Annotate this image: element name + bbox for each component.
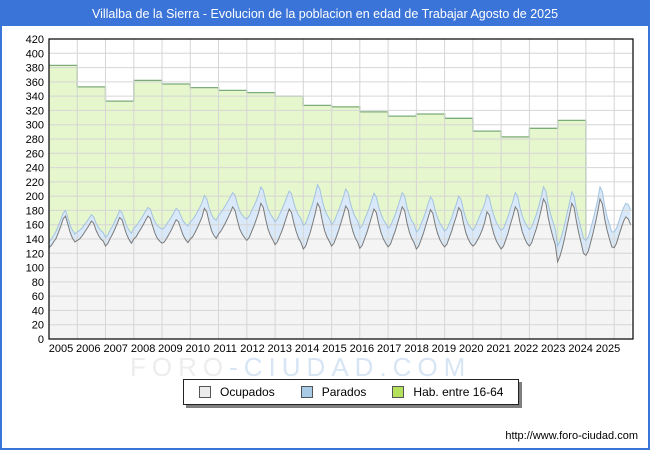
x-tick-label: 2024	[568, 343, 592, 355]
legend-label-parados: Parados	[321, 385, 367, 399]
x-tick-label: 2008	[131, 343, 155, 355]
y-tick-label: 340	[26, 91, 44, 103]
y-tick-label: 400	[26, 48, 44, 60]
x-tick-label: 2006	[76, 343, 100, 355]
y-tick-label: 300	[26, 120, 44, 132]
line-ocupados	[48, 197, 632, 264]
y-tick-label: 220	[26, 177, 44, 189]
x-tick-label: 2013	[268, 343, 292, 355]
hab-16-64-swatch-icon	[392, 386, 405, 398]
x-tick-label: 2009	[158, 343, 182, 355]
x-tick-label: 2023	[541, 343, 565, 355]
y-tick-label: 40	[32, 305, 44, 317]
legend-label-ocupados: Ocupados	[220, 385, 275, 399]
ocupados-swatch-icon	[199, 386, 211, 398]
x-tick-label: 2021	[486, 343, 510, 355]
y-tick-label: 260	[26, 148, 44, 160]
legend-item-ocupados: Ocupados	[199, 385, 275, 399]
line-parados	[48, 183, 632, 248]
y-tick-label: 120	[26, 248, 44, 260]
y-tick-label: 100	[26, 263, 44, 275]
x-tick-label: 2012	[240, 343, 264, 355]
x-tick-label: 2005	[49, 343, 73, 355]
y-tick-label: 0	[38, 334, 44, 346]
x-tick-label: 2014	[295, 343, 319, 355]
x-tick-label: 2019	[432, 343, 456, 355]
x-tick-label: 2018	[404, 343, 428, 355]
y-tick-label: 420	[26, 34, 44, 46]
legend-item-hab-16-64: Hab. entre 16-64	[392, 385, 503, 399]
chart-legend: Ocupados Parados Hab. entre 16-64	[183, 379, 520, 405]
x-tick-label: 2010	[186, 343, 210, 355]
y-tick-label: 380	[26, 63, 44, 75]
y-tick-label: 20	[32, 320, 44, 332]
plot-border	[48, 38, 634, 340]
title-bar: Villalba de la Sierra - Evolucion de la …	[2, 2, 648, 26]
y-tick-label: 360	[26, 77, 44, 89]
y-tick-label: 240	[26, 163, 44, 175]
x-tick-label: 2007	[103, 343, 127, 355]
x-tick-label: 2015	[322, 343, 346, 355]
y-tick-label: 320	[26, 105, 44, 117]
x-tick-label: 2017	[377, 343, 401, 355]
y-tick-label: 200	[26, 191, 44, 203]
chart-title: Villalba de la Sierra - Evolucion de la …	[91, 7, 559, 21]
y-tick-label: 140	[26, 234, 44, 246]
y-tick-label: 60	[32, 291, 44, 303]
y-tick-label: 180	[26, 205, 44, 217]
x-tick-label: 2011	[213, 343, 237, 355]
y-tick-label: 80	[32, 277, 44, 289]
site-url[interactable]: http://www.foro-ciudad.com	[505, 430, 638, 442]
x-tick-label: 2022	[514, 343, 538, 355]
y-tick-label: 160	[26, 220, 44, 232]
x-tick-label: 2020	[459, 343, 483, 355]
legend-label-hab-16-64: Hab. entre 16-64	[413, 385, 504, 399]
x-tick-label: 2025	[596, 343, 620, 355]
y-tick-label: 280	[26, 134, 44, 146]
legend-item-parados: Parados	[300, 385, 367, 399]
x-tick-label: 2016	[350, 343, 374, 355]
parados-swatch-icon	[300, 386, 313, 398]
